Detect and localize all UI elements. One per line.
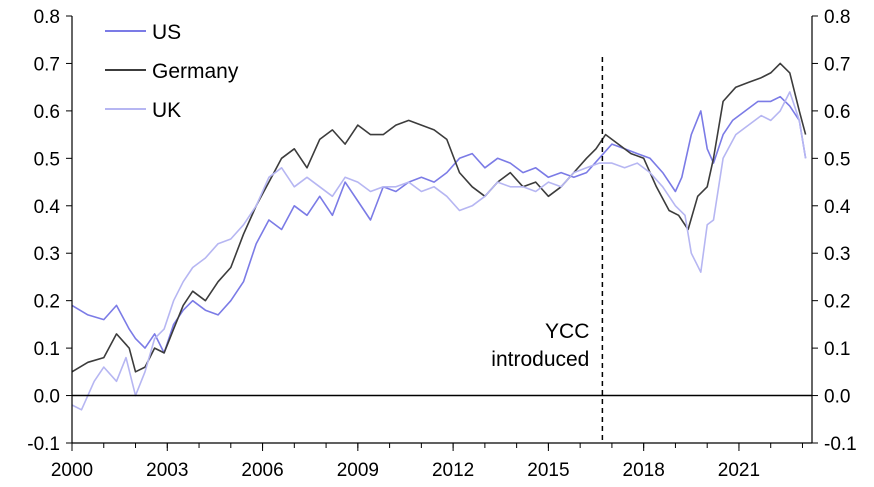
y-tick-label-right: -0.1 [824,434,857,455]
y-tick-label-left: 0.6 [34,102,60,123]
x-tick-label: 2018 [623,460,665,481]
y-tick-label-left: 0.8 [34,7,60,28]
series-layer [71,62,807,411]
y-tick-label-left: 0.4 [34,197,61,218]
x-tick-label: 2012 [432,460,474,481]
y-tick-label-right: 0.3 [824,244,850,265]
y-tick-label-left: -0.1 [27,434,60,455]
legend-label-germany: Germany [152,60,239,83]
y-tick-label-left: 0.2 [34,292,60,313]
y-tick-label-right: 0.0 [824,387,850,408]
series-line-germany [71,62,807,373]
legend: US Germany UK [105,21,239,122]
x-tick-label: 2021 [718,460,760,481]
y-tick-label-left: 0.0 [34,387,60,408]
y-tick-label-right: 0.4 [824,197,851,218]
y-tick-label-right: 0.1 [824,339,850,360]
annotation-text: introduced [491,348,589,371]
y-tick-label-left: 0.7 [34,54,60,75]
x-tick-label: 2003 [146,460,188,481]
legend-label-us: US [152,21,181,44]
series-line-us [71,95,807,354]
x-tick-label: 2006 [241,460,283,481]
y-tick-label-left: 0.5 [34,149,60,170]
y-tick-label-right: 0.6 [824,102,850,123]
y-tick-label-left: 0.3 [34,244,60,265]
x-tick-label: 2015 [527,460,569,481]
y-tick-label-left: 0.1 [34,339,60,360]
annotation-layer: YCC introduced [491,57,604,443]
annotation-text: YCC [545,320,589,343]
axes-layer: -0.1 -0.1 0.0 0.0 0.1 0.1 0.2 0.2 0.3 0.3 0.4 0.4 0.… [27,7,857,481]
x-tick-label: 2000 [51,460,93,481]
series-line-uk [71,91,807,411]
y-tick-label-right: 0.5 [824,149,850,170]
y-tick-label-right: 0.8 [824,7,850,28]
legend-label-uk: UK [152,99,181,122]
y-tick-label-right: 0.2 [824,292,850,313]
x-tick-label: 2009 [337,460,379,481]
y-tick-label-right: 0.7 [824,54,850,75]
